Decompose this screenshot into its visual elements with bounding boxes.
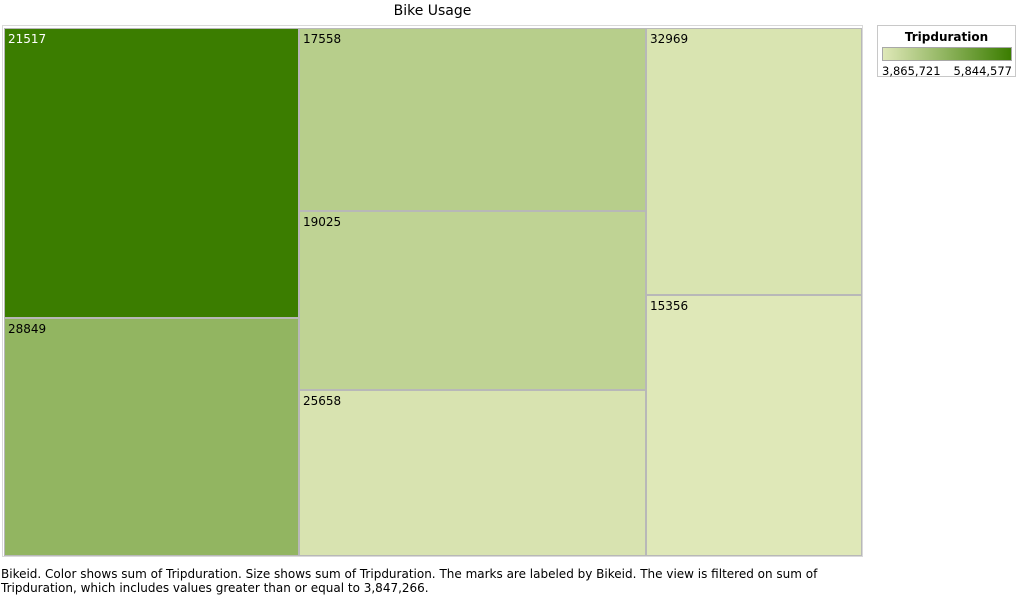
treemap-cell-19025[interactable]: 19025: [299, 211, 646, 390]
legend-max-label: 5,844,577: [953, 64, 1012, 78]
treemap-cell-15356[interactable]: 15356: [646, 295, 862, 556]
legend-min-label: 3,865,721: [882, 64, 941, 78]
treemap: 21517 28849 17558 19025 25658 32969 15356: [4, 28, 862, 556]
treemap-cell-label: 15356: [650, 299, 689, 313]
treemap-cell-label: 25658: [303, 394, 342, 408]
treemap-cell-17558[interactable]: 17558: [299, 28, 646, 211]
treemap-cell-label: 28849: [8, 322, 47, 336]
treemap-cell-25658[interactable]: 25658: [299, 390, 646, 556]
treemap-cell-label: 17558: [303, 32, 342, 46]
legend-color-ramp: [882, 47, 1012, 61]
treemap-cell-label: 32969: [650, 32, 689, 46]
chart-title: Bike Usage: [393, 3, 472, 19]
color-legend: Tripduration 3,865,721 5,844,577: [877, 25, 1016, 78]
treemap-cell-label: 19025: [303, 215, 342, 229]
treemap-cell-32969[interactable]: 32969: [646, 28, 862, 295]
legend-title: Tripduration: [904, 30, 989, 44]
chart-caption: Bikeid. Color shows sum of Tripduration.…: [1, 567, 818, 595]
treemap-cell-21517[interactable]: 21517: [4, 28, 299, 318]
treemap-cell-label: 21517: [8, 32, 47, 46]
treemap-cell-28849[interactable]: 28849: [4, 318, 299, 556]
